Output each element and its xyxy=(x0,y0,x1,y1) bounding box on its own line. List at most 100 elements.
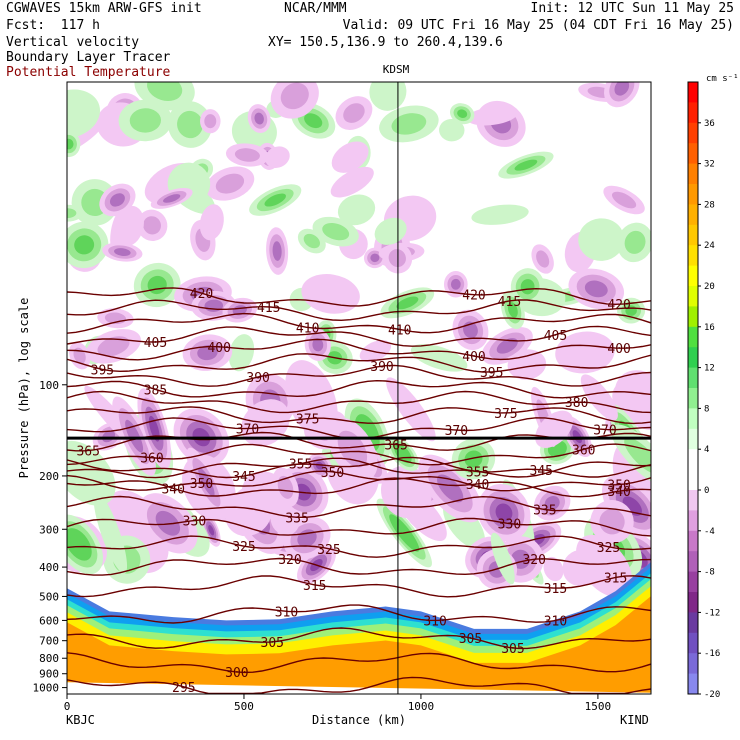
theta-contour-310 xyxy=(67,604,651,624)
theta-label-345-1: 345 xyxy=(530,464,553,479)
theta-label-325-2: 325 xyxy=(597,541,620,556)
header-field-boundary-layer: Boundary Layer Tracer xyxy=(6,50,171,65)
header-field-potential-temperature: Potential Temperature xyxy=(6,65,171,80)
plot-frame xyxy=(66,81,652,695)
colorbar-swatch-7 xyxy=(688,224,698,246)
theta-label-420-0: 420 xyxy=(190,287,213,302)
theta-contour-315 xyxy=(67,575,651,598)
colorbar-swatch-9 xyxy=(688,265,698,287)
theta-label-370-0: 370 xyxy=(236,423,259,438)
theta-contour-420 xyxy=(67,287,651,307)
colorbar-swatch-4 xyxy=(688,163,698,185)
colorbar-swatch-20 xyxy=(688,490,698,511)
theta-label-400-0: 400 xyxy=(207,341,230,356)
theta-label-395-1: 395 xyxy=(480,366,503,381)
x-tick-label-0: 0 xyxy=(64,700,71,713)
theta-contour-350 xyxy=(67,470,651,492)
theta-label-380-0: 380 xyxy=(565,396,588,411)
theta-label-370-1: 370 xyxy=(445,424,468,439)
colorbar-label-24: 24 xyxy=(704,241,715,251)
colorbar-swatch-11 xyxy=(688,306,698,328)
theta-label-415-0: 415 xyxy=(257,301,280,316)
theta-contour-320 xyxy=(67,557,651,576)
theta-contour-380 xyxy=(67,390,651,414)
theta-contour-295 xyxy=(67,676,651,694)
theta-contour-415 xyxy=(67,299,651,322)
colorbar-swatch-22 xyxy=(688,530,698,552)
theta-contour-330 xyxy=(67,517,651,537)
colorbar-swatch-13 xyxy=(688,347,698,369)
theta-contour-300 xyxy=(67,652,651,674)
right-station-label: KIND xyxy=(620,713,649,727)
colorbar-swatch-15 xyxy=(688,388,698,409)
y-tick-label-200: 200 xyxy=(39,470,59,483)
colorbar-label-0: 0 xyxy=(704,486,709,496)
theta-label-355-0: 355 xyxy=(289,458,312,473)
y-tick-label-300: 300 xyxy=(39,523,59,536)
theta-label-375-0: 375 xyxy=(296,413,319,428)
theta-label-310-1: 310 xyxy=(423,614,446,629)
x-axis-title: Distance (km) xyxy=(312,713,406,727)
colorbar-swatch-28 xyxy=(688,653,698,675)
left-station-label: KBJC xyxy=(66,713,95,727)
colorbar-swatch-18 xyxy=(688,449,698,471)
theta-label-305-0: 305 xyxy=(261,636,284,651)
header-field-vertical-velocity: Vertical velocity xyxy=(6,35,140,50)
theta-label-320-0: 320 xyxy=(278,553,301,568)
y-tick-label-500: 500 xyxy=(39,590,59,603)
header-org: NCAR/MMM xyxy=(284,1,347,16)
theta-label-420-2: 420 xyxy=(607,298,630,313)
theta-contour-410 xyxy=(67,312,651,334)
colorbar-swatch-23 xyxy=(688,551,698,573)
theta-contour-340 xyxy=(67,477,651,498)
header-valid: Valid: 09 UTC Fri 16 May 25 (04 CDT Fri … xyxy=(342,18,734,33)
chart-title: KDSM xyxy=(383,63,410,76)
theta-label-360-1: 360 xyxy=(572,443,595,458)
colorbar-frame xyxy=(687,81,699,695)
x-tick-label-500: 500 xyxy=(234,700,254,713)
colorbar-label-12: 12 xyxy=(704,364,715,374)
colorbar-swatch-10 xyxy=(688,286,698,307)
theta-label-330-1: 330 xyxy=(498,518,521,533)
potential-temperature-contours xyxy=(67,82,651,694)
theta-label-350-1: 350 xyxy=(321,466,344,481)
colorbar-swatch-19 xyxy=(688,469,698,491)
theta-label-395-0: 395 xyxy=(91,363,114,378)
header-init: Init: 12 UTC Sun 11 May 25 xyxy=(530,1,735,16)
y-tick-label-900: 900 xyxy=(39,668,59,681)
colorbar-swatch-29 xyxy=(688,673,698,695)
theta-label-400-2: 400 xyxy=(607,342,630,357)
theta-label-325-0: 325 xyxy=(232,540,255,555)
theta-label-410-0: 410 xyxy=(296,321,319,336)
y-tick-label-1000: 1000 xyxy=(33,682,60,695)
colorbar-label-20: 20 xyxy=(704,282,715,292)
colorbar-swatch-25 xyxy=(688,592,698,613)
colorbar-label--4: -4 xyxy=(704,527,715,537)
y-axis-title: Pressure (hPa), log scale xyxy=(17,298,31,479)
theta-label-350-0: 350 xyxy=(190,477,213,492)
theta-contour-400 xyxy=(67,338,651,361)
colorbar-label-36: 36 xyxy=(704,119,715,129)
colorbar-swatch-12 xyxy=(688,326,698,348)
theta-label-305-1: 305 xyxy=(459,632,482,647)
theta-label-345-0: 345 xyxy=(232,470,255,485)
theta-label-365-1: 365 xyxy=(384,438,407,453)
colorbar-swatch-3 xyxy=(688,143,698,165)
theta-label-365-0: 365 xyxy=(76,445,99,460)
theta-label-355-1: 355 xyxy=(466,465,489,480)
theta-label-310-0: 310 xyxy=(275,605,298,620)
theta-label-325-1: 325 xyxy=(317,543,340,558)
theta-label-315-2: 315 xyxy=(604,571,627,586)
theta-label-340-2: 340 xyxy=(607,485,630,500)
theta-contour-325 xyxy=(67,535,651,558)
colorbar-label--16: -16 xyxy=(704,649,720,659)
colorbar-swatch-6 xyxy=(688,204,698,226)
theta-contour-405 xyxy=(67,325,651,347)
colorbar-swatch-8 xyxy=(688,245,698,267)
theta-label-340-0: 340 xyxy=(161,482,184,497)
colorbar-swatch-14 xyxy=(688,367,698,389)
colorbar-swatch-27 xyxy=(688,632,698,654)
colorbar-swatch-26 xyxy=(688,612,698,634)
